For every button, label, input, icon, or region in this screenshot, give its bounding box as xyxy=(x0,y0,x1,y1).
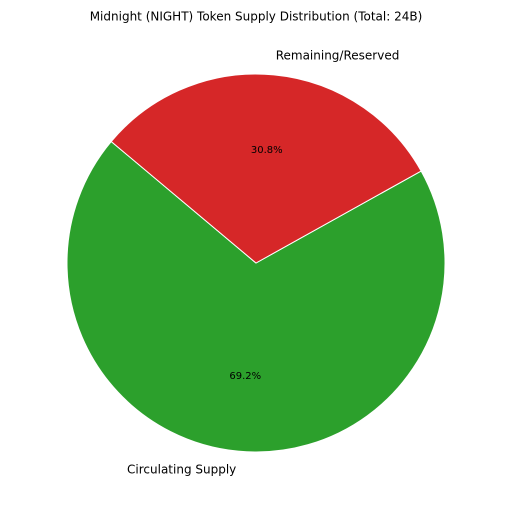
chart-title: Midnight (NIGHT) Token Supply Distributi… xyxy=(90,10,423,24)
percent-label: 69.2% xyxy=(229,371,261,382)
percent-label: 30.8% xyxy=(251,145,283,156)
pie-slice xyxy=(66,140,446,453)
slice-label: Circulating Supply xyxy=(127,462,236,476)
slice-label: Remaining/Reserved xyxy=(276,49,400,63)
pie-slice xyxy=(110,73,422,264)
